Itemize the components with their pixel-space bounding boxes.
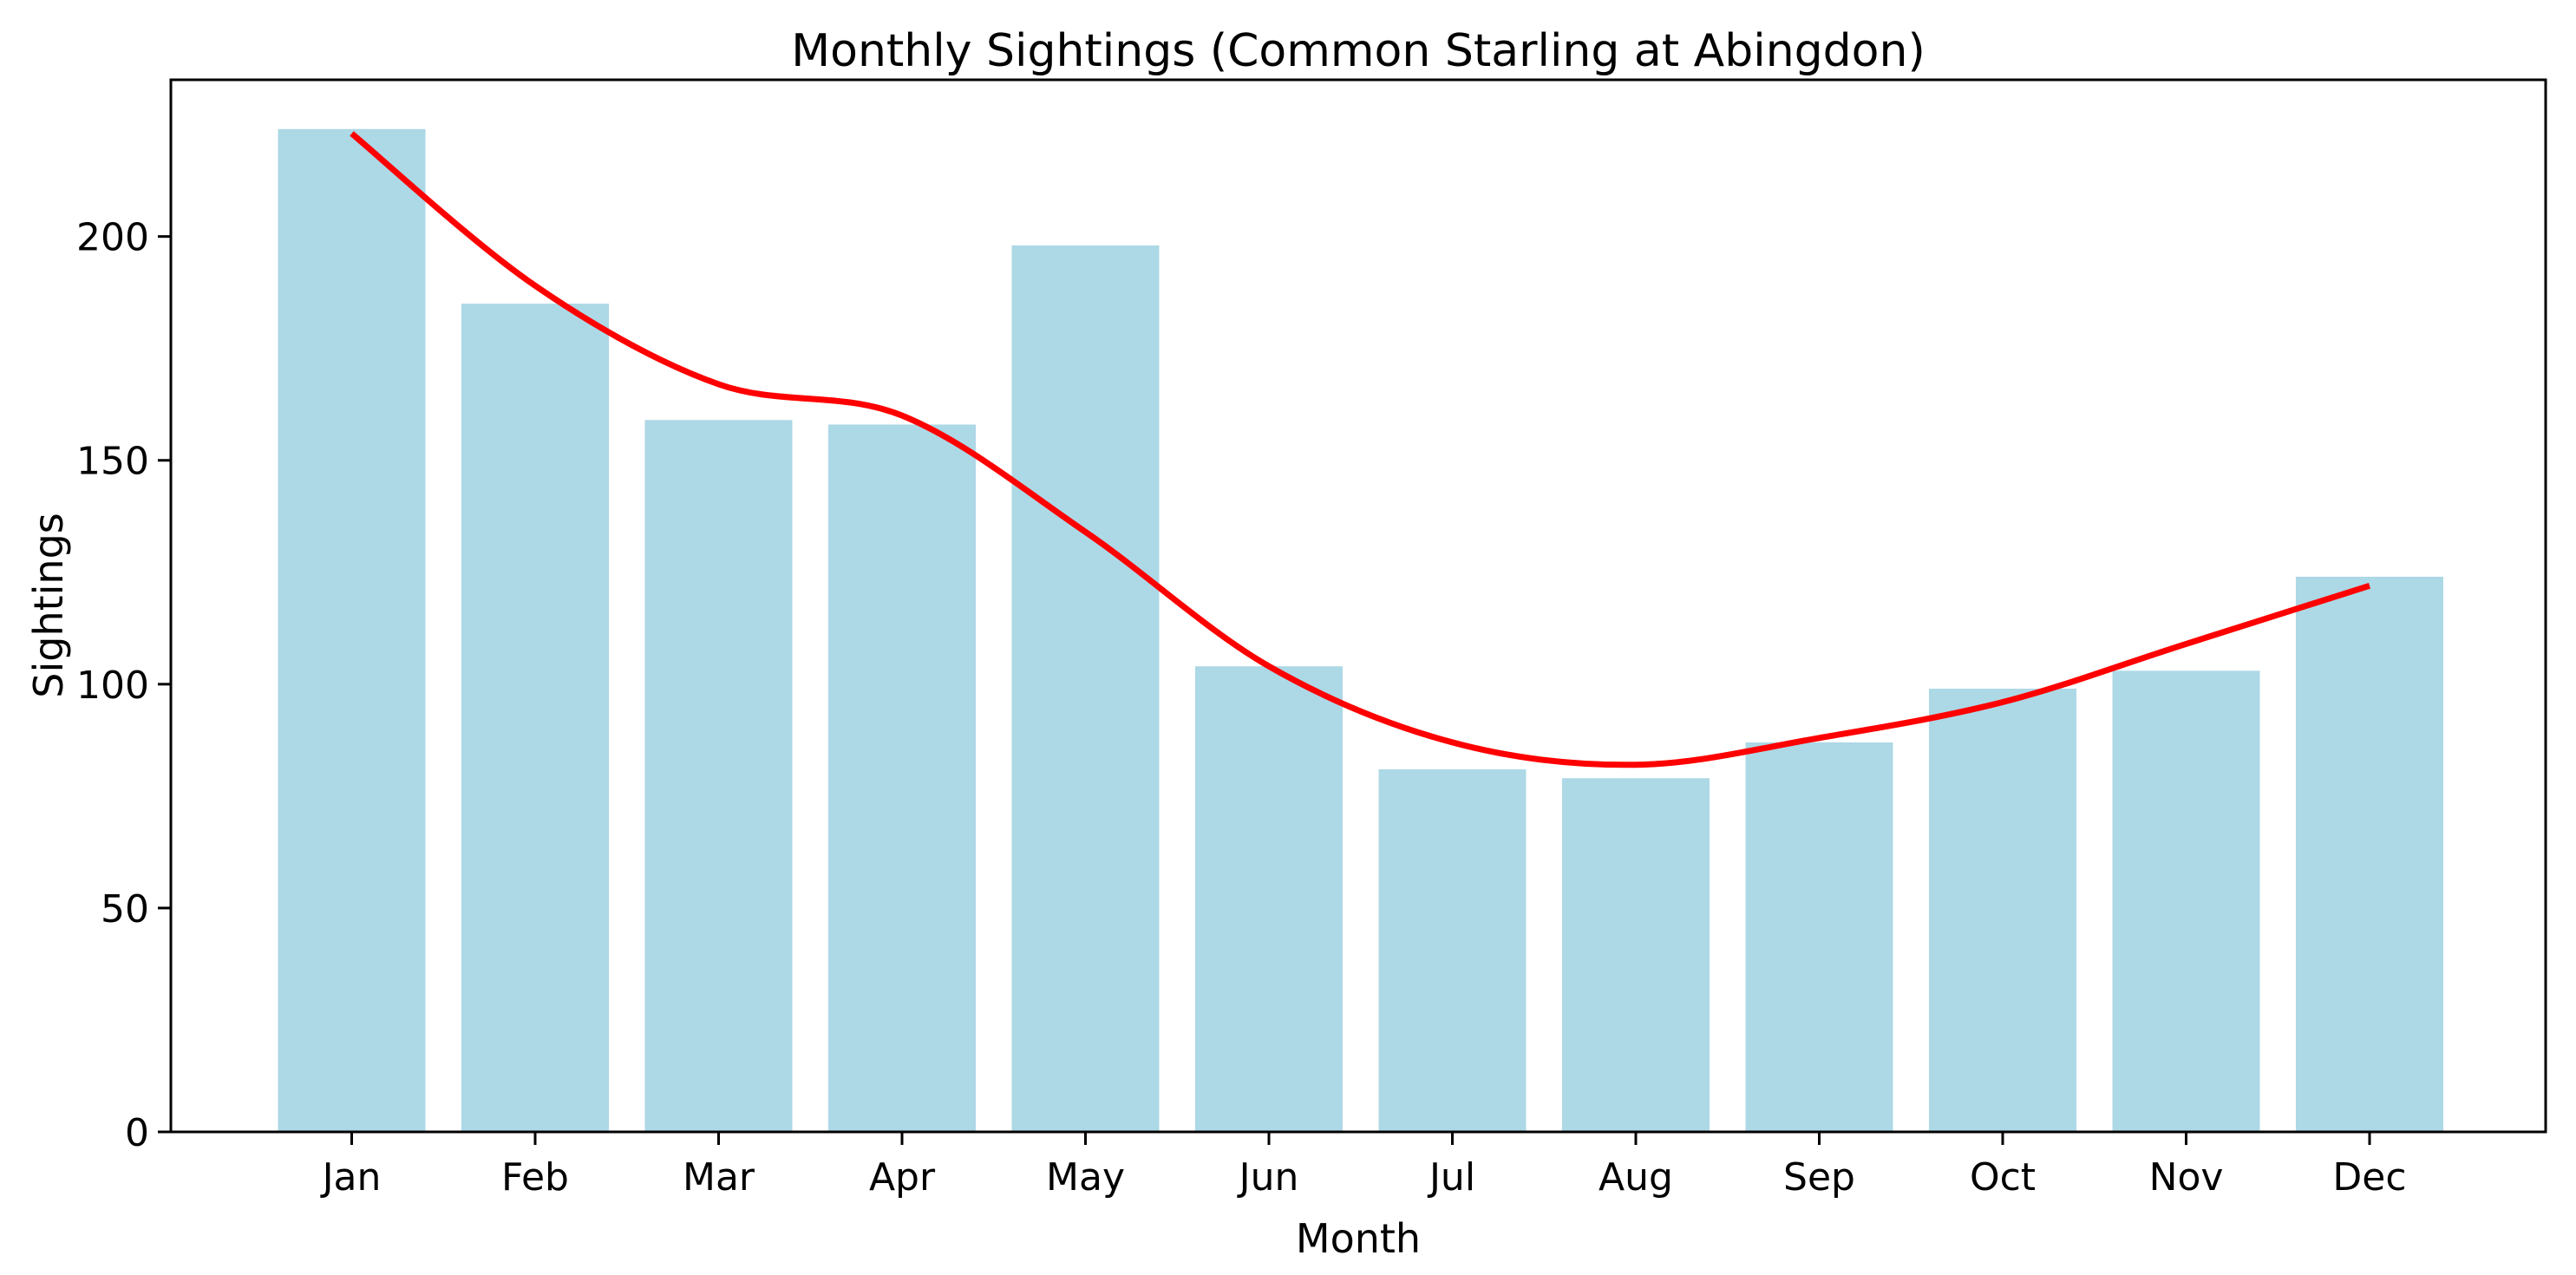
bar-jan <box>278 128 426 1133</box>
plot-border <box>169 78 2547 1134</box>
bar-may <box>1011 245 1160 1132</box>
bar-nov <box>2112 670 2260 1132</box>
x-tick-label-jun: Jun <box>1237 1155 1299 1200</box>
bar-aug <box>1562 778 1710 1132</box>
x-axis-ticks: Jan Feb Mar Apr May Jun Jul Aug Sep Oct Nov Dec <box>320 1132 2407 1200</box>
x-axis-label: Month <box>1296 1215 1421 1262</box>
x-tick-label-jan: Jan <box>320 1155 382 1200</box>
y-tick-label-150: 150 <box>76 440 149 484</box>
y-tick-label-200: 200 <box>76 216 149 260</box>
x-tick-label-apr: Apr <box>869 1155 936 1200</box>
x-tick-label-jul: Jul <box>1427 1155 1475 1200</box>
bar-jul <box>1378 768 1527 1132</box>
y-tick-label-100: 100 <box>76 664 149 708</box>
y-tick-label-50: 50 <box>101 887 149 932</box>
x-tick-label-dec: Dec <box>2332 1155 2406 1200</box>
x-tick-label-feb: Feb <box>501 1155 569 1200</box>
bar-apr <box>828 424 976 1132</box>
bar-sep <box>1745 742 1893 1132</box>
x-tick-label-nov: Nov <box>2149 1155 2224 1200</box>
y-axis-label: Sightings <box>25 513 72 697</box>
x-tick-label-may: May <box>1046 1155 1125 1200</box>
y-tick-label-0: 0 <box>125 1111 149 1155</box>
bar-feb <box>461 304 609 1133</box>
x-tick-label-sep: Sep <box>1783 1155 1855 1200</box>
y-axis-ticks: 0 50 100 150 200 <box>76 216 171 1155</box>
chart-title: Monthly Sightings (Common Starling at Ab… <box>791 25 1925 77</box>
x-tick-label-mar: Mar <box>683 1155 755 1200</box>
trend-line <box>350 131 2371 768</box>
bar-mar <box>644 420 793 1132</box>
x-tick-label-oct: Oct <box>1970 1155 2036 1200</box>
bars-layer <box>278 128 2443 1133</box>
bar-jun <box>1195 666 1343 1132</box>
bar-oct <box>1929 688 2076 1132</box>
bar-dec <box>2296 576 2443 1132</box>
x-tick-label-aug: Aug <box>1599 1155 1673 1200</box>
